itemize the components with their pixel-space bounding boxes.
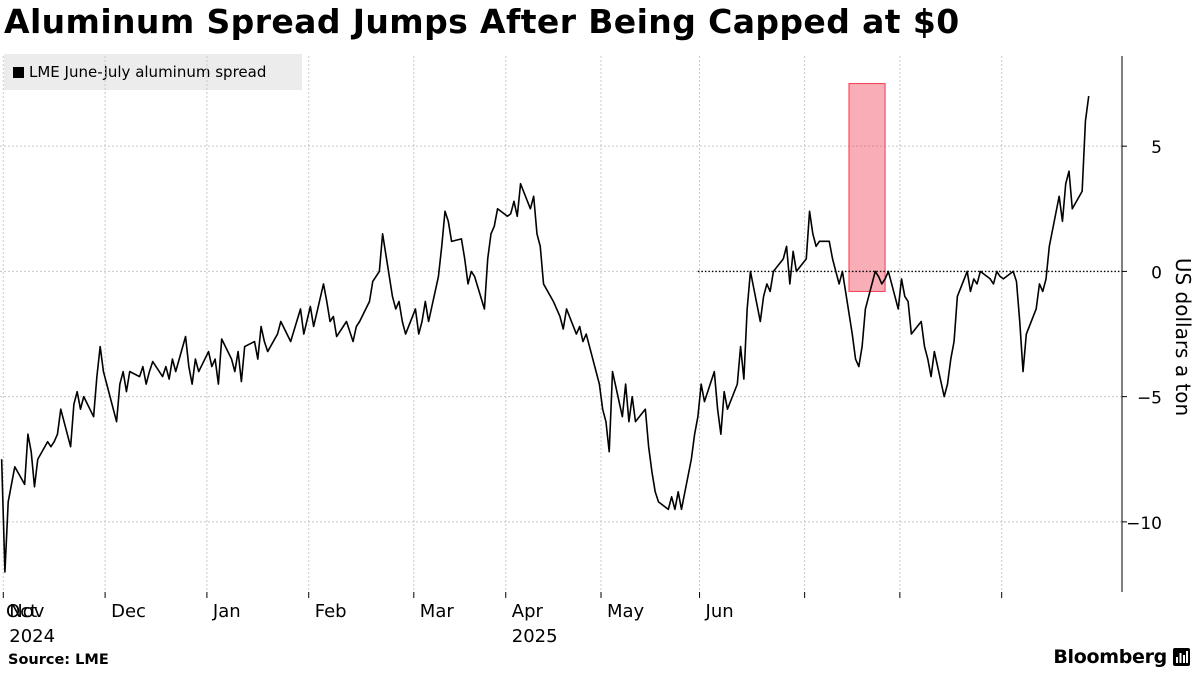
bloomberg-logo-icon — [1173, 648, 1190, 666]
legend: LME June-July aluminum spread — [4, 54, 302, 90]
y-tick-label: −10 — [1126, 514, 1162, 534]
y-tick-label: 0 — [1151, 263, 1162, 283]
x-tick-label: Jun — [705, 601, 734, 622]
highlight-layer — [848, 83, 886, 292]
y-axis-label: US dollars a ton — [1171, 258, 1195, 416]
chart-title: Aluminum Spread Jumps After Being Capped… — [4, 2, 960, 41]
x-tick-label: Dec — [111, 601, 146, 622]
series-layer — [0, 95, 1090, 573]
series-line — [0, 95, 1090, 573]
legend-swatch — [13, 66, 24, 78]
x-tick-label: Jan — [212, 601, 241, 622]
x-tick-label: May — [607, 601, 645, 622]
x-year-label: 2025 — [512, 626, 558, 647]
brand-name: Bloomberg — [1053, 646, 1167, 668]
source-note: Source: LME — [8, 652, 109, 668]
x-tick-label: Oct — [6, 601, 37, 622]
grid-lines — [0, 56, 1122, 592]
x-tick-label: Feb — [315, 601, 347, 622]
x-tick-label: Apr — [512, 601, 544, 622]
x-year-label: 2024 — [9, 626, 55, 647]
brand: Bloomberg — [1053, 646, 1190, 668]
y-tick-label: 5 — [1151, 138, 1162, 158]
x-tick-label: Mar — [420, 601, 455, 622]
highlight-box — [848, 83, 886, 292]
x-tick-label: Nov — [9, 601, 44, 622]
y-tick-label: −5 — [1137, 389, 1162, 409]
